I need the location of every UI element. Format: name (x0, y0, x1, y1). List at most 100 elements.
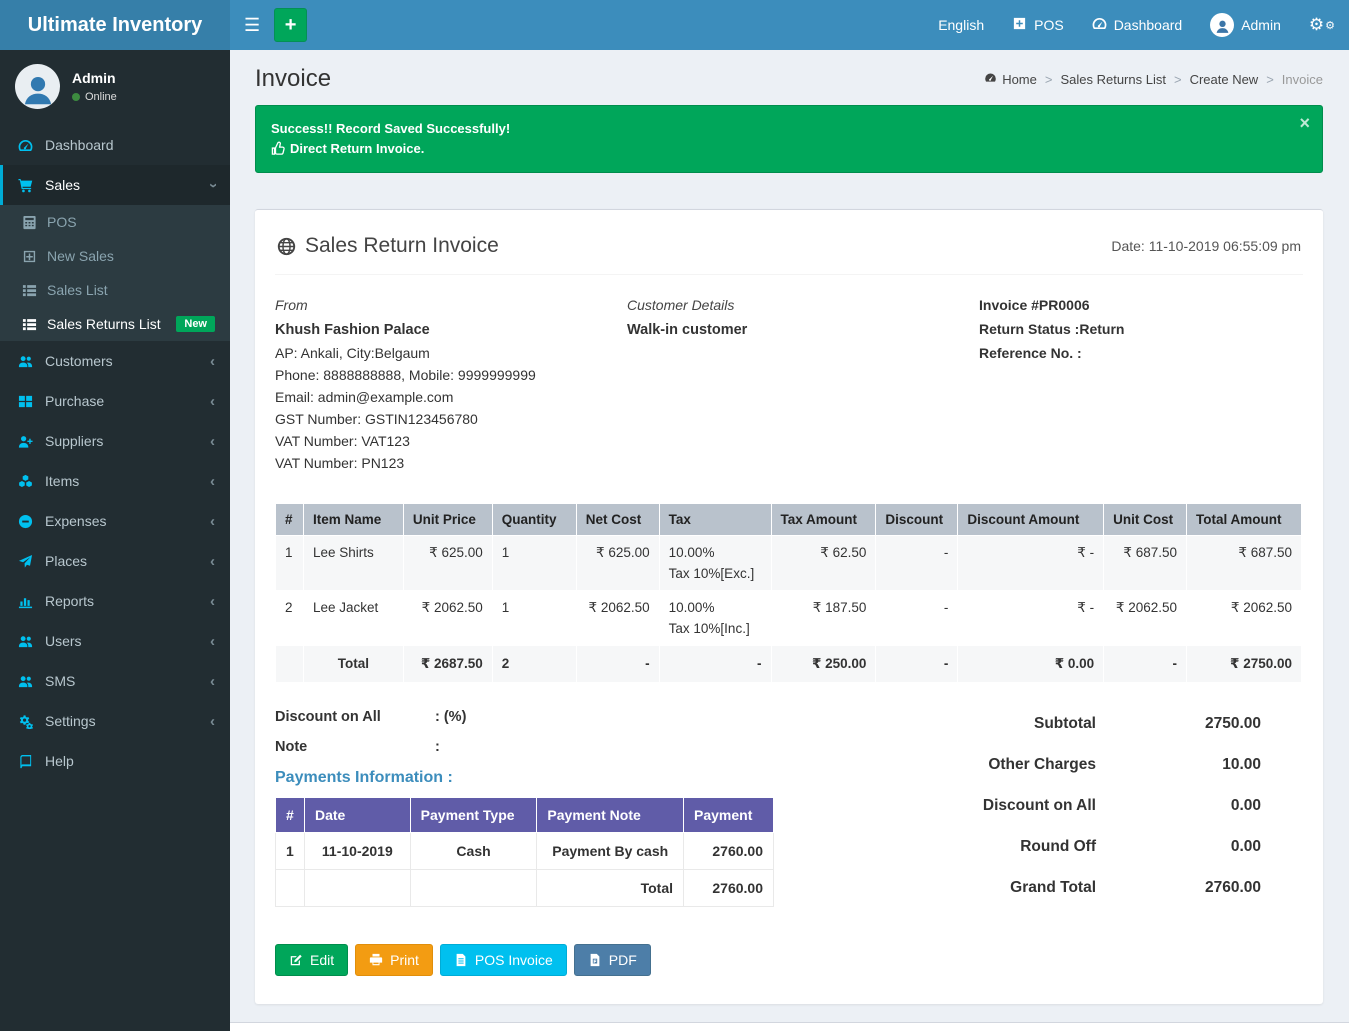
sidebar-item-help[interactable]: Help (0, 741, 230, 781)
sidebar-item-purchase[interactable]: Purchase ‹ (0, 381, 230, 421)
file-pdf-icon (588, 953, 602, 967)
plus-square-icon (22, 249, 47, 264)
summary-row-discount-on-all: Discount on All 0.00 (835, 797, 1261, 815)
close-icon[interactable]: × (1299, 114, 1310, 132)
sidebar-item-settings[interactable]: Settings ‹ (0, 701, 230, 741)
sidebar-item-label: Expenses (45, 513, 210, 529)
sidebar-avatar (15, 64, 60, 109)
sidebar-item-label: Items (45, 473, 210, 489)
sidebar-item-sales[interactable]: Sales ‹ (0, 165, 230, 205)
settings-gears-button[interactable]: ⚙⚙ (1295, 0, 1349, 50)
sidebar-item-sms[interactable]: SMS ‹ (0, 661, 230, 701)
chevron-left-icon: ‹ (210, 594, 215, 609)
success-alert: Success!! Record Saved Successfully! Dir… (255, 105, 1323, 173)
cell-net-cost: ₹ 2062.50 (576, 591, 659, 646)
discount-on-all-value: : (%) (435, 709, 466, 725)
nav-pos-link[interactable]: POS (998, 0, 1078, 50)
summary-label: Discount on All (983, 797, 1096, 815)
breadcrumb-home[interactable]: Home (984, 71, 1037, 87)
sidebar-toggle-button[interactable]: ☰ (230, 0, 274, 50)
col-header-unit-cost: Unit Cost (1104, 504, 1187, 536)
sidebar-item-new-sales[interactable]: New Sales (0, 239, 230, 273)
sidebar-item-reports[interactable]: Reports ‹ (0, 581, 230, 621)
cell-discount: - (876, 591, 958, 646)
total-tax: - (659, 646, 771, 683)
pdf-button[interactable]: PDF (574, 944, 651, 976)
sidebar-item-sales-list[interactable]: Sales List (0, 273, 230, 307)
from-email: Email: admin@example.com (275, 389, 627, 405)
from-name: Khush Fashion Palace (275, 322, 627, 338)
sidebar-item-suppliers[interactable]: Suppliers ‹ (0, 421, 230, 461)
cell-net-cost: ₹ 625.00 (576, 536, 659, 591)
cell-unit-price: ₹ 2062.50 (403, 591, 492, 646)
app-logo[interactable]: Ultimate Inventory (0, 0, 230, 50)
sidebar-item-expenses[interactable]: Expenses ‹ (0, 501, 230, 541)
language-menu[interactable]: English (924, 0, 998, 50)
col-header-unit-price: Unit Price (403, 504, 492, 536)
from-label: From (275, 297, 627, 313)
chevron-left-icon: ‹ (210, 554, 215, 569)
dashboard-icon (984, 71, 997, 87)
cell-blank (276, 646, 304, 683)
sidebar-item-items[interactable]: Items ‹ (0, 461, 230, 501)
breadcrumb-create-new[interactable]: Create New (1190, 72, 1259, 87)
nav-dashboard-link[interactable]: Dashboard (1078, 0, 1197, 50)
invoice-title-row: Sales Return Invoice Date: 11-10-2019 06… (275, 220, 1303, 275)
chevron-left-icon: ‹ (210, 354, 215, 369)
cell-payment-note: Payment By cash (537, 833, 684, 870)
tax-rate: 10.00% (669, 600, 762, 615)
summary-row-round-off: Round Off 0.00 (835, 838, 1261, 856)
printer-icon (369, 953, 383, 967)
sidebar-user-panel: Admin Online (0, 50, 230, 125)
quick-add-button[interactable]: + (274, 8, 307, 42)
calculator-icon (22, 215, 47, 230)
sidebar-item-dashboard[interactable]: Dashboard (0, 125, 230, 165)
summary-label: Subtotal (1034, 715, 1096, 733)
grid-icon (18, 394, 45, 409)
list-icon (22, 317, 47, 332)
cell-total-amount: ₹ 2062.50 (1187, 591, 1302, 646)
cell-quantity: 1 (492, 591, 576, 646)
from-block: From Khush Fashion Palace AP: Ankali, Ci… (275, 297, 627, 477)
sidebar-item-label: Customers (45, 353, 210, 369)
sidebar-item-places[interactable]: Places ‹ (0, 541, 230, 581)
pos-invoice-button[interactable]: POS Invoice (440, 944, 567, 976)
edit-label: Edit (310, 952, 334, 968)
sidebar-item-users[interactable]: Users ‹ (0, 621, 230, 661)
cubes-icon (18, 474, 45, 489)
cell-tax-amount: ₹ 62.50 (771, 536, 876, 591)
sidebar-item-customers[interactable]: Customers ‹ (0, 341, 230, 381)
gear-small-icon: ⚙ (1325, 19, 1329, 32)
sidebar-item-pos[interactable]: POS (0, 205, 230, 239)
payments-total-amount: 2760.00 (684, 870, 774, 907)
cell-tax: 10.00% Tax 10%[Inc.] (659, 591, 771, 646)
main-content: Invoice Home > Sales Returns List > Crea… (230, 50, 1349, 1031)
total-unit-cost: - (1104, 646, 1187, 683)
user-menu[interactable]: Admin (1196, 0, 1295, 50)
print-button[interactable]: Print (355, 944, 433, 976)
chevron-left-icon: ‹ (210, 634, 215, 649)
col-header-net-cost: Net Cost (576, 504, 659, 536)
payments-heading: Payments Information : (275, 769, 835, 787)
payment-row: 1 11-10-2019 Cash Payment By cash 2760.0… (276, 833, 774, 870)
summary-value: 0.00 (1096, 838, 1261, 856)
item-row: 2 Lee Jacket ₹ 2062.50 1 ₹ 2062.50 10.00… (276, 591, 1302, 646)
edit-button[interactable]: Edit (275, 944, 348, 976)
sidebar-user-status: Online (72, 91, 117, 103)
total-label: Total (303, 646, 403, 683)
sidebar-item-sales-returns-list[interactable]: Sales Returns List New (0, 307, 230, 341)
item-row: 1 Lee Shirts ₹ 625.00 1 ₹ 625.00 10.00% … (276, 536, 1302, 591)
reference-number: Reference No. : (979, 345, 1303, 361)
invoice-date: Date: 11-10-2019 06:55:09 pm (1111, 238, 1301, 254)
summary-value: 0.00 (1096, 797, 1261, 815)
list-icon (22, 283, 47, 298)
pos-label: POS (1034, 17, 1064, 33)
breadcrumb-sales-returns-list[interactable]: Sales Returns List (1060, 72, 1166, 87)
return-status: Return Status :Return (979, 321, 1303, 337)
payments-total-label: Total (537, 870, 684, 907)
print-label: Print (390, 952, 419, 968)
total-tax-amount: ₹ 250.00 (771, 646, 876, 683)
bar-chart-icon (18, 594, 45, 609)
col-header-payment-type: Payment Type (410, 798, 537, 833)
chevron-left-icon: ‹ (210, 714, 215, 729)
